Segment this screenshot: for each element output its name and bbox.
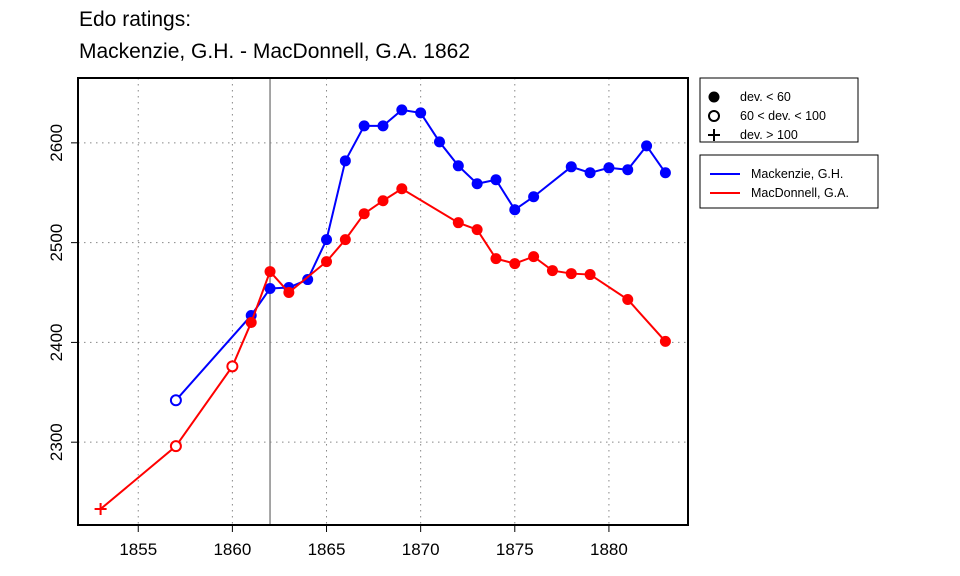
y-tick-label: 2500 (47, 224, 66, 262)
y-tick-label: 2400 (47, 323, 66, 361)
legend-marker-plus (708, 129, 720, 141)
mackenzie-point (321, 234, 333, 246)
mackenzie-point (471, 178, 483, 190)
macdonnell-point (528, 251, 540, 263)
chart-title-line2: Mackenzie, G.H. - MacDonnell, G.A. 1862 (79, 40, 470, 63)
y-tick-label: 2600 (47, 124, 66, 162)
macdonnell-point (358, 208, 370, 220)
macdonnell-point (509, 258, 521, 270)
mackenzie-point (415, 107, 427, 119)
legend-series-label: MacDonnell, G.A. (751, 186, 849, 200)
mackenzie-point (377, 120, 389, 132)
y-tick-label: 2300 (47, 423, 66, 461)
macdonnell-point (283, 287, 295, 299)
macdonnell-point (94, 503, 107, 516)
legend-marker-label: dev. < 60 (740, 90, 791, 104)
macdonnell-point (377, 195, 389, 207)
mackenzie-point (565, 161, 577, 173)
mackenzie-point (659, 167, 671, 179)
mackenzie-point (433, 136, 445, 148)
x-tick-label: 1880 (590, 540, 628, 559)
macdonnell-point (396, 183, 408, 195)
macdonnell-point (622, 294, 634, 306)
macdonnell-point (245, 316, 257, 328)
macdonnell-line (99, 187, 667, 510)
x-tick-label: 1860 (213, 540, 251, 559)
x-tick-label: 1875 (496, 540, 534, 559)
chart-title-line1: Edo ratings: (79, 8, 192, 31)
mackenzie-point (358, 120, 370, 132)
plot-frame (77, 77, 689, 526)
legend-marker-label: 60 < dev. < 100 (740, 109, 826, 123)
mackenzie-line (175, 108, 667, 401)
mackenzie-point (339, 155, 351, 167)
legend-marker-label: dev. > 100 (740, 128, 798, 142)
macdonnell-point (490, 253, 502, 265)
mackenzie-point (584, 167, 596, 179)
macdonnell-point (169, 440, 182, 453)
macdonnell-point (321, 256, 333, 268)
macdonnell-point (339, 234, 351, 246)
x-tick-label: 1865 (308, 540, 346, 559)
mackenzie-point (509, 204, 521, 216)
macdonnell-point (546, 265, 558, 277)
macdonnell-point (264, 266, 276, 278)
mackenzie-point (622, 164, 634, 176)
mackenzie-point (264, 283, 276, 295)
macdonnell-point (226, 360, 239, 373)
mackenzie-point (528, 191, 540, 203)
legend-series-box (699, 154, 879, 209)
macdonnell-point (471, 224, 483, 236)
x-tick-label: 1870 (402, 540, 440, 559)
mackenzie-point (169, 394, 182, 407)
x-tick-label: 1855 (119, 540, 157, 559)
legend-markers-box (699, 77, 859, 143)
mackenzie-point (490, 174, 502, 186)
mackenzie-point (603, 162, 615, 174)
legend-series-label: Mackenzie, G.H. (751, 167, 843, 181)
macdonnell-point (659, 335, 671, 347)
mackenzie-point (452, 160, 464, 172)
macdonnell-point (584, 269, 596, 281)
macdonnell-point (565, 268, 577, 280)
legend-marker-open (708, 110, 720, 122)
mackenzie-point (641, 140, 653, 152)
macdonnell-point (452, 217, 464, 229)
mackenzie-point (396, 104, 408, 116)
mackenzie-point (302, 274, 314, 286)
legend-marker-filled (708, 91, 720, 103)
